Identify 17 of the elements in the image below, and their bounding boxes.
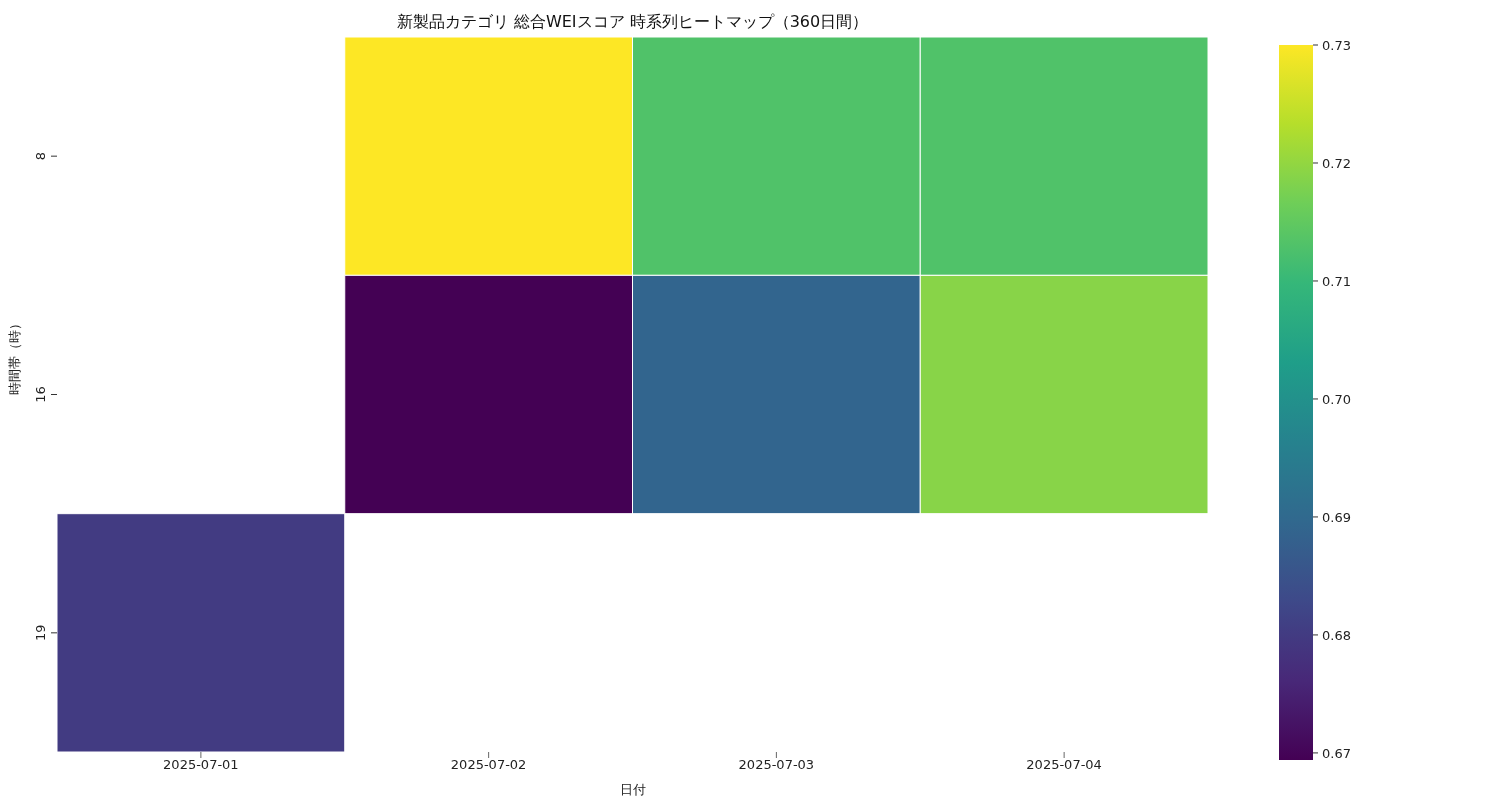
color-bar-label: 0.71 (1322, 273, 1351, 289)
y-tick-label: 8 (33, 152, 48, 161)
color-bar-label: 0.73 (1322, 38, 1351, 53)
color-bar-label: 0.67 (1322, 745, 1351, 761)
color-bar-label: 0.69 (1322, 509, 1351, 525)
x-tick-label: 2025-07-03 (738, 757, 815, 773)
chart-title: 新製品カテゴリ 総合WEIスコア 時系列ヒートマップ（360日間） (395, 12, 870, 33)
x-axis-title: 日付 (619, 782, 646, 797)
y-tick-label: 19 (33, 624, 48, 642)
x-tick-label: 2025-07-04 (1026, 757, 1102, 773)
color-bar-label: 0.70 (1322, 391, 1351, 407)
color-bar-label: 0.72 (1322, 155, 1351, 171)
y-tick-label: 16 (33, 386, 48, 403)
x-tick-label: 2025-07-02 (450, 757, 527, 773)
x-tick-label: 2025-07-01 (163, 757, 239, 773)
y-axis-title: 時間帯（時） (6, 316, 22, 395)
color-bar-label: 0.68 (1322, 627, 1351, 643)
